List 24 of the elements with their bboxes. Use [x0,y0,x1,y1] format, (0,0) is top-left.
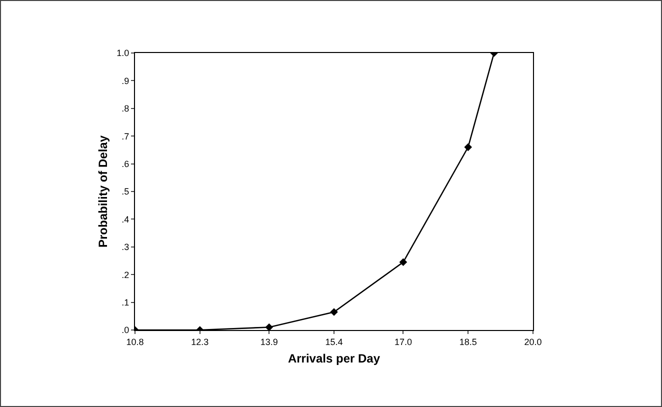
point [464,143,472,152]
y-tick-label: .5 [122,186,130,197]
y-tick-label: .0 [122,325,130,336]
x-tick-label: 10.8 [126,336,144,347]
point [265,323,274,330]
y-tick-label: .8 [122,104,130,114]
x-tick-label: 17.0 [394,336,412,347]
x-tick-label: 13.9 [260,336,278,347]
y-tick-label: .9 [122,76,130,86]
point [399,258,408,266]
x-tick-label: 15.4 [325,336,343,347]
y-tick-label: .1 [122,297,130,308]
y-tick-label: .2 [122,270,130,280]
x-tick-label: 12.3 [191,336,209,347]
y-tick-label: .7 [122,131,130,142]
y-tick-label: .3 [122,242,130,252]
x-axis-title: Arrivals per Day [288,352,380,366]
x-tick-label: 18.5 [459,336,477,347]
x-tick-label: 20.0 [524,336,542,347]
y-tick-label: 1.0 [116,48,130,58]
point [330,308,338,316]
y-tick-label: .6 [122,158,130,169]
y-axis-title: Probability of Delay [96,135,110,248]
y-tick-label: .4 [122,214,130,224]
